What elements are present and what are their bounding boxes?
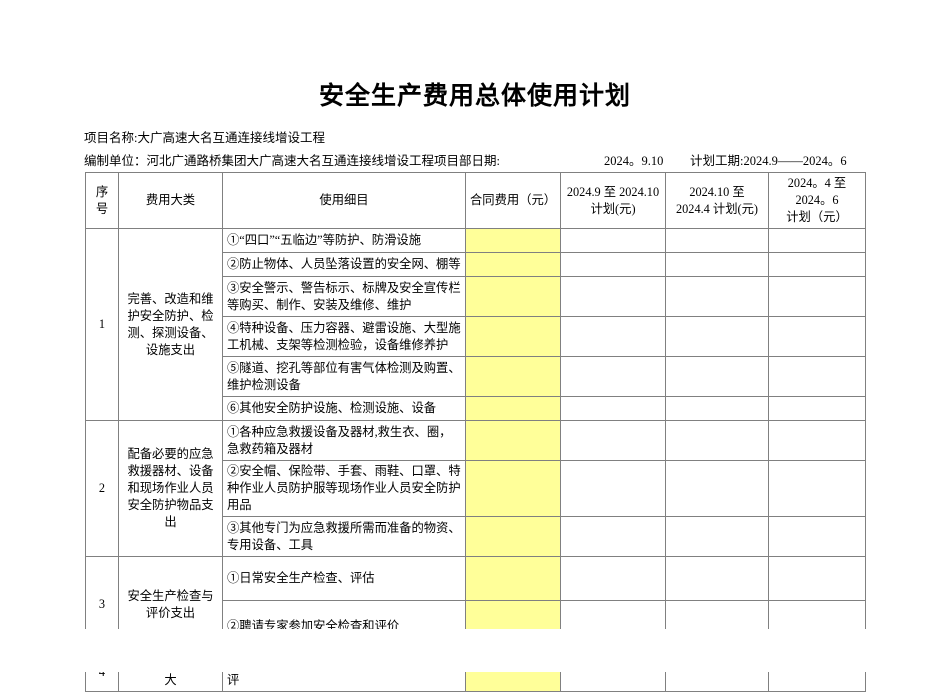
header-detail: 使用细目 [222,172,466,229]
table-row: 2 配备必要的应急救援器材、设备和现场作业人员安全防护物品支出 ①各种应急救援设备及… [85,420,866,557]
period-2-plan-cell[interactable] [665,252,769,277]
period-2-plan-cell[interactable] [665,228,769,253]
period-1-plan-cell[interactable] [560,420,666,461]
table-row: ②防止物体、人员坠落设置的安全网、棚等 [86,252,866,277]
planned-period: 计划工期:2024.9——2024。6 [690,154,847,168]
header-category: 费用大类 [118,172,223,229]
usage-detail-cell: ②防止物体、人员坠落设置的安全网、棚等 [222,252,466,277]
period-3-plan-cell[interactable] [768,276,866,317]
contract-fee-cell[interactable] [465,228,561,253]
period-1-plan-cell[interactable] [560,516,666,557]
document-page: 安全生产费用总体使用计划 项目名称:大广高速大名互通连接线增设工程 编制单位：河… [0,82,950,692]
period-2-plan-cell[interactable] [665,460,769,517]
table-row: ③安全警示、警告标示、标牌及安全宣传栏等购买、制作、安装及维修、维护 [86,276,866,317]
period-2-plan-cell[interactable] [665,356,769,397]
usage-detail-cell: ③安全警示、警告标示、标牌及安全宣传栏等购买、制作、安装及维修、维护 [222,276,466,317]
page-title: 安全生产费用总体使用计划 [318,82,631,110]
period-2-plan-cell[interactable] [665,556,769,601]
table-row: ③其他专门为应急救援所需而准备的物资、专用设备、工具 [86,516,866,557]
period-1-plan-cell[interactable] [560,396,666,421]
table-body: 1 完善、改造和维护安全防护、检测、探测设备、设施支出 ①“四口”“五临边”等防护、… [85,228,866,692]
period-2-plan-cell[interactable] [665,420,769,461]
usage-detail-cell: ⑥其他安全防护设施、检测设施、设备 [222,396,466,421]
contract-fee-cell[interactable] [465,316,561,357]
table-row: ②安全帽、保险带、手套、雨鞋、口罩、特种作业人员防护服等现场作业人员安全防护用品 [86,460,866,517]
usage-detail-cell: ①日常安全生产检查、评估 [222,556,466,601]
table-header-row: 序号 费用大类 使用细目 合同费用（元） 2024.9 至 2024.10 计划… [85,172,866,229]
table-row: ④特种设备、压力容器、避雷设施、大型施工机械、支架等检测检验，设备维修养护 [86,316,866,357]
table-row: 1 完善、改造和维护安全防护、检测、探测设备、设施支出 ①“四口”“五临边”等防护、… [85,228,866,421]
contract-fee-cell[interactable] [465,396,561,421]
project-name-line: 项目名称:大广高速大名互通连接线增设工程 [84,131,325,145]
usage-detail-cell: ③其他专门为应急救援所需而准备的物资、专用设备、工具 [222,516,466,557]
period-2-plan-cell[interactable] [665,316,769,357]
document-date: 2024。9.10 [604,154,664,168]
table-row: 3 安全生产检查与评价支出 ①日常安全生产检查、评估 [85,556,866,653]
period-3-plan-cell[interactable] [768,396,866,421]
period-1-plan-cell[interactable] [560,460,666,517]
period-3-plan-cell[interactable] [768,556,866,601]
table-row: ⑤隧道、挖孔等部位有害气体检测及购置、维护检测设备 [86,356,866,397]
period-1-plan-cell[interactable] [560,228,666,253]
contract-fee-cell[interactable] [465,276,561,317]
usage-detail-cell: ④特种设备、压力容器、避雷设施、大型施工机械、支架等检测检验，设备维修养护 [222,316,466,357]
period-1-plan-cell[interactable] [560,316,666,357]
period-2-plan-cell[interactable] [665,396,769,421]
period-3-plan-cell[interactable] [768,420,866,461]
safety-cost-plan-table: 序号 费用大类 使用细目 合同费用（元） 2024.9 至 2024.10 计划… [85,172,866,692]
contract-fee-cell[interactable] [465,420,561,461]
cost-category-cell: 配备必要的应急救援器材、设备和现场作业人员安全防护物品支出 [118,420,223,557]
period-1-plan-cell[interactable] [560,276,666,317]
cost-category-cell: 完善、改造和维护安全防护、检测、探测设备、设施支出 [118,228,223,421]
contract-fee-cell[interactable] [465,252,561,277]
usage-detail-cell: ②安全帽、保险带、手套、雨鞋、口罩、特种作业人员防护服等现场作业人员安全防护用品 [222,460,466,517]
period-1-plan-cell[interactable] [560,252,666,277]
period-2-plan-cell[interactable] [665,516,769,557]
contract-fee-cell[interactable] [465,556,561,601]
compiling-unit-line: 编制单位：河北广通路桥集团大广高速大名互通连接线增设工程项目部日期: [84,154,500,168]
header-period-3: 2024。4 至 2024。6 计划（元） [768,172,866,229]
row-index-cell: 2 [85,420,119,557]
header-period-3-line1: 2024。4 至 2024。6 [787,176,847,207]
header-period-1: 2024.9 至 2024.10 计划(元) [560,172,666,229]
period-3-plan-cell[interactable] [768,228,866,253]
period-1-plan-cell[interactable] [560,556,666,601]
usage-detail-cell: ①各种应急救援设备及器材,救生衣、圈，急救药箱及器材 [222,420,466,461]
usage-detail-cell: ⑤隧道、挖孔等部位有害气体检测及购置、维护检测设备 [222,356,466,397]
header-no: 序号 [85,172,119,229]
table-header: 序号 费用大类 使用细目 合同费用（元） 2024.9 至 2024.10 计划… [85,172,866,229]
header-period-2-line1: 2024.10 至 [689,184,745,199]
header-period-2-line2: 2024.4 计划(元) [676,201,758,216]
period-3-plan-cell[interactable] [768,252,866,277]
header-period-1-line1: 2024.9 至 2024.10 [566,184,660,199]
page-bottom-clip [0,629,950,672]
usage-detail-cell: ①“四口”“五临边”等防护、防滑设施 [222,228,466,253]
period-3-plan-cell[interactable] [768,356,866,397]
contract-fee-cell[interactable] [465,516,561,557]
header-period-1-line2: 计划(元) [590,201,636,216]
period-3-plan-cell[interactable] [768,316,866,357]
header-period-3-line2: 计划（元） [786,210,848,224]
row-index-cell: 1 [85,228,119,421]
period-3-plan-cell[interactable] [768,460,866,517]
period-1-plan-cell[interactable] [560,356,666,397]
contract-fee-cell[interactable] [465,460,561,517]
contract-fee-cell[interactable] [465,356,561,397]
header-period-2: 2024.10 至 2024.4 计划(元) [665,172,769,229]
period-3-plan-cell[interactable] [768,516,866,557]
period-2-plan-cell[interactable] [665,276,769,317]
header-contract-fee: 合同费用（元） [465,172,561,229]
